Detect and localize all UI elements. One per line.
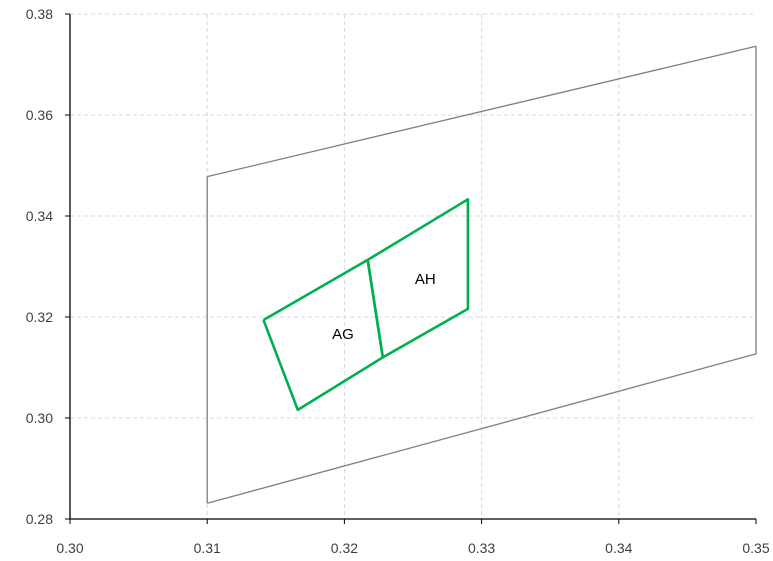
x-tick-label-1: 0.31: [194, 540, 221, 556]
y-tick-label-5: 0.38: [26, 6, 53, 22]
y-tick-label-2: 0.32: [26, 309, 53, 325]
outer-boundary-line: [206, 45, 757, 504]
tick-labels: 0.30 0.31 0.32 0.33 0.34 0.350.280.300.320.34…: [26, 6, 770, 556]
region-label-ah: AH: [415, 271, 436, 288]
x-tick-label-5: 0.35: [742, 540, 769, 556]
region-labels: AG AH: [332, 271, 436, 343]
region-ah-outline: [366, 198, 470, 359]
x-tick-label-4: 0.34: [605, 540, 632, 556]
x-tick-label-3: 0.33: [468, 540, 495, 556]
region-label-ag: AG: [332, 326, 354, 343]
y-tick-label-3: 0.34: [26, 208, 53, 224]
x-tick-label-0: 0.30: [56, 540, 83, 556]
x-tick-label-2: 0.32: [331, 540, 358, 556]
y-tick-label-4: 0.36: [26, 107, 53, 123]
y-tick-label-0: 0.28: [26, 511, 53, 527]
y-tick-label-1: 0.30: [26, 410, 53, 426]
gridlines: [70, 14, 756, 519]
series-layer: [206, 45, 757, 504]
axes: [65, 13, 757, 524]
